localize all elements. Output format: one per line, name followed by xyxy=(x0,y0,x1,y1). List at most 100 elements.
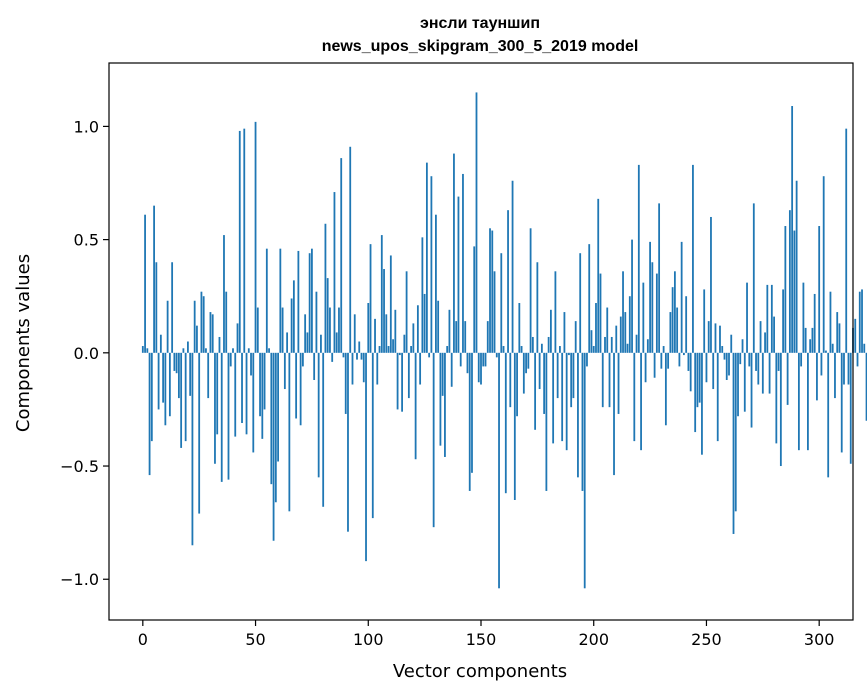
bar-36 xyxy=(223,235,225,353)
bar-178 xyxy=(543,352,546,414)
bar-290 xyxy=(795,180,798,353)
bar-159 xyxy=(500,253,503,353)
bar-126 xyxy=(425,162,428,353)
bar-308 xyxy=(836,312,839,353)
bar-68 xyxy=(295,352,298,419)
bar-123 xyxy=(419,352,422,385)
bar-65 xyxy=(288,352,291,512)
bar-227 xyxy=(653,352,656,378)
bar-317 xyxy=(856,352,859,367)
bar-188 xyxy=(565,352,568,451)
bar-232 xyxy=(664,352,667,426)
bar-233 xyxy=(667,352,670,369)
bar-125 xyxy=(423,293,426,353)
bar-70 xyxy=(299,352,302,426)
bar-320 xyxy=(863,343,866,353)
bar-101 xyxy=(369,244,372,353)
bar-82 xyxy=(326,278,329,353)
bar-4 xyxy=(150,352,153,442)
bar-237 xyxy=(676,307,679,353)
bar-86 xyxy=(335,332,338,353)
bar-199 xyxy=(590,330,593,353)
bar-235 xyxy=(671,287,674,353)
x-tick-label: 250 xyxy=(691,630,722,649)
bar-169 xyxy=(522,352,525,394)
bar-57 xyxy=(270,352,273,485)
bar-204 xyxy=(601,352,604,408)
bar-270 xyxy=(750,352,753,428)
bar-80 xyxy=(322,352,325,507)
bar-273 xyxy=(757,352,760,385)
bar-9 xyxy=(162,352,165,403)
bar-221 xyxy=(640,352,642,451)
bar-60 xyxy=(277,352,279,462)
bar-177 xyxy=(540,343,543,353)
bar-224 xyxy=(646,339,649,353)
bar-106 xyxy=(380,235,383,353)
bar-147 xyxy=(473,246,476,353)
y-tick-label: 0.0 xyxy=(74,344,99,363)
bar-216 xyxy=(628,296,631,353)
bar-168 xyxy=(520,346,523,353)
bar-3 xyxy=(148,352,151,476)
bar-304 xyxy=(827,352,830,478)
bar-152 xyxy=(484,352,487,367)
bar-276 xyxy=(764,332,766,353)
bar-181 xyxy=(549,309,552,353)
bar-241 xyxy=(685,296,688,353)
bar-231 xyxy=(662,346,665,353)
bar-246 xyxy=(696,352,699,408)
bar-234 xyxy=(669,312,672,353)
bar-0 xyxy=(141,346,144,353)
bar-190 xyxy=(570,352,573,408)
bar-148 xyxy=(475,92,478,353)
bar-262 xyxy=(732,352,735,534)
bar-34 xyxy=(218,336,221,353)
bar-279 xyxy=(770,284,773,353)
bar-66 xyxy=(290,298,293,353)
bar-229 xyxy=(658,203,661,353)
bar-155 xyxy=(491,230,494,353)
bar-218 xyxy=(633,352,636,442)
bar-157 xyxy=(495,352,498,358)
bar-104 xyxy=(376,352,379,385)
bar-165 xyxy=(513,352,516,500)
bar-185 xyxy=(559,346,561,353)
bar-55 xyxy=(265,248,268,353)
bar-183 xyxy=(554,271,557,353)
bar-117 xyxy=(405,271,408,353)
bar-84 xyxy=(331,352,334,362)
bar-281 xyxy=(775,352,778,444)
bar-135 xyxy=(446,346,449,353)
bar-63 xyxy=(283,352,286,390)
bar-99 xyxy=(365,352,367,562)
bar-92 xyxy=(349,146,352,353)
bar-140 xyxy=(457,196,460,353)
bar-47 xyxy=(247,348,250,353)
bar-174 xyxy=(534,352,537,430)
bar-172 xyxy=(529,228,532,353)
bar-11 xyxy=(166,300,169,353)
bar-285 xyxy=(784,226,787,353)
bar-37 xyxy=(225,291,228,353)
bar-309 xyxy=(838,323,841,353)
bar-236 xyxy=(673,271,676,353)
bar-154 xyxy=(489,228,491,353)
bar-259 xyxy=(725,352,728,380)
bar-111 xyxy=(392,339,394,353)
bar-171 xyxy=(527,352,530,369)
bar-200 xyxy=(592,346,595,353)
bar-266 xyxy=(741,339,744,353)
bar-196 xyxy=(583,352,586,589)
bar-207 xyxy=(608,352,611,408)
bar-26 xyxy=(200,291,203,353)
bar-46 xyxy=(245,352,248,435)
bar-219 xyxy=(635,334,638,353)
bar-59 xyxy=(274,352,277,503)
bar-295 xyxy=(807,352,809,451)
bar-127 xyxy=(428,352,431,358)
bar-182 xyxy=(552,352,555,444)
bar-288 xyxy=(791,106,794,353)
bar-179 xyxy=(545,352,548,491)
bar-210 xyxy=(615,325,618,353)
